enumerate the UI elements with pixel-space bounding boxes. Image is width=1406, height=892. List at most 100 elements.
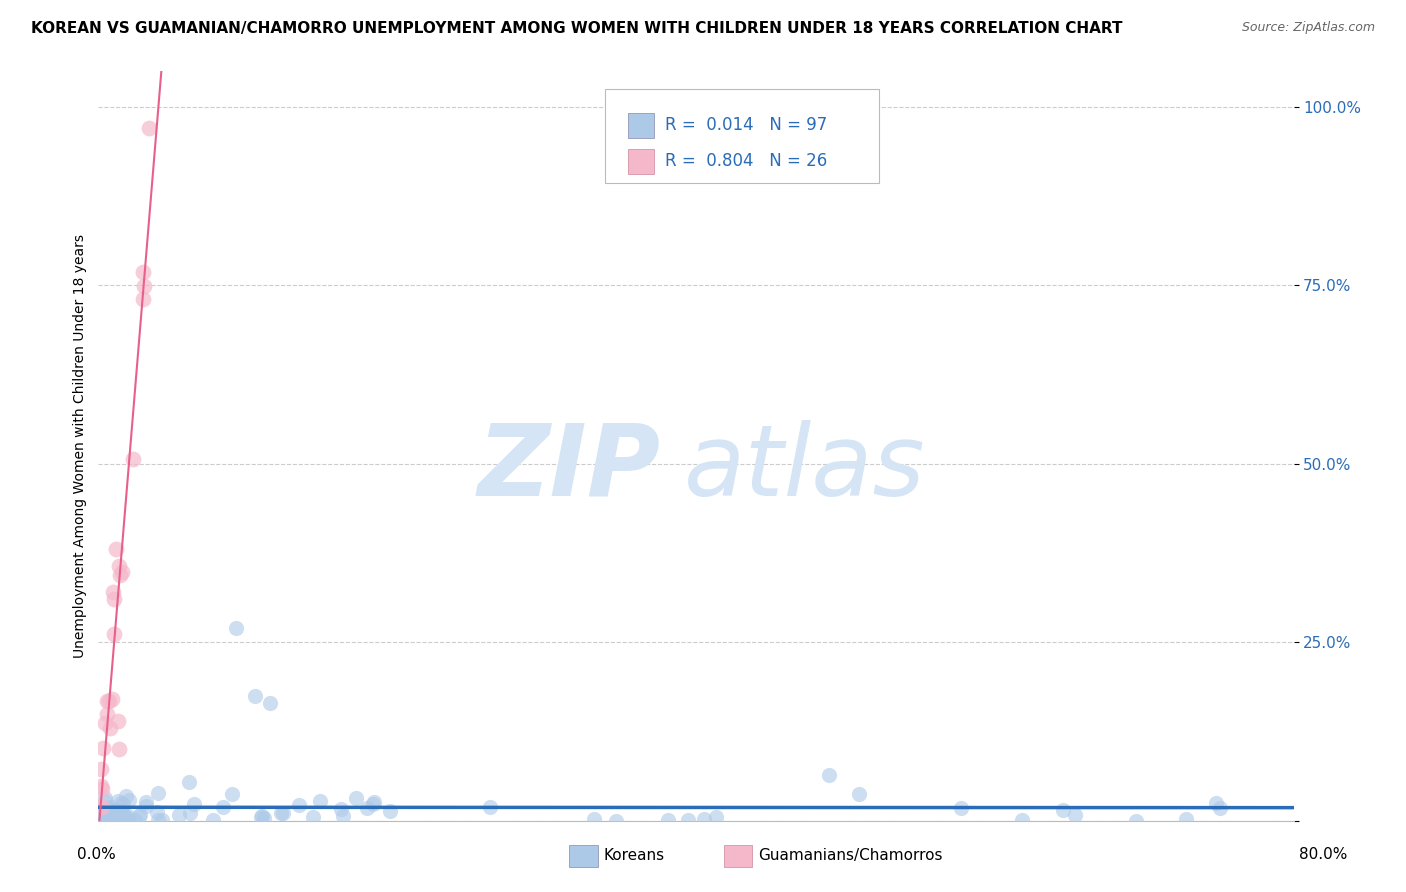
Point <box>250 810 273 824</box>
Point <box>148 813 170 827</box>
Point <box>117 808 139 822</box>
Point <box>98 812 121 826</box>
Point <box>104 803 127 817</box>
Text: R =  0.014   N = 97: R = 0.014 N = 97 <box>665 117 827 135</box>
Point <box>1205 797 1227 811</box>
Point <box>259 696 281 710</box>
Point <box>90 779 112 793</box>
Point <box>108 742 131 756</box>
Point <box>1175 812 1198 826</box>
Point <box>363 795 385 809</box>
Point <box>89 810 111 824</box>
Point <box>107 813 129 827</box>
Point <box>91 811 114 825</box>
Point <box>117 813 139 827</box>
Text: atlas: atlas <box>685 420 925 517</box>
Point <box>124 814 146 828</box>
Point <box>93 810 115 824</box>
Point <box>103 591 125 606</box>
Point <box>94 811 117 825</box>
Point <box>1125 814 1147 828</box>
Point <box>132 265 155 279</box>
Point <box>128 809 150 823</box>
Point <box>98 808 121 822</box>
Point <box>107 804 129 818</box>
Point <box>100 800 122 814</box>
Text: Koreans: Koreans <box>603 848 664 863</box>
Point <box>111 813 134 827</box>
Text: Guamanians/Chamorros: Guamanians/Chamorros <box>758 848 942 863</box>
Point <box>101 806 124 821</box>
Point <box>94 791 117 805</box>
Point <box>91 812 114 826</box>
Point <box>135 798 157 813</box>
Point <box>288 797 311 812</box>
Point <box>150 814 173 828</box>
Text: KOREAN VS GUAMANIAN/CHAMORRO UNEMPLOYMENT AMONG WOMEN WITH CHILDREN UNDER 18 YEA: KOREAN VS GUAMANIAN/CHAMORRO UNEMPLOYMEN… <box>31 21 1122 36</box>
Point <box>107 714 129 728</box>
Point <box>108 558 131 573</box>
Point <box>704 810 727 824</box>
Point <box>90 809 112 823</box>
Point <box>103 585 125 599</box>
Point <box>91 814 114 828</box>
Point <box>692 812 714 826</box>
Point <box>302 810 325 824</box>
Point <box>103 627 125 641</box>
Point <box>271 805 294 820</box>
Point <box>361 797 384 812</box>
Point <box>270 806 292 821</box>
Point <box>582 812 605 826</box>
Point <box>183 797 205 812</box>
Text: R =  0.804   N = 26: R = 0.804 N = 26 <box>665 153 827 170</box>
Point <box>138 121 160 136</box>
Point <box>818 768 841 782</box>
Point <box>104 804 127 818</box>
Point <box>89 811 111 825</box>
Point <box>107 794 129 808</box>
Point <box>101 804 124 818</box>
Point <box>110 567 132 582</box>
Point <box>179 806 201 821</box>
Point <box>145 805 167 819</box>
Point <box>89 806 111 821</box>
Point <box>177 775 200 789</box>
Y-axis label: Unemployment Among Women with Children Under 18 years: Unemployment Among Women with Children U… <box>73 234 87 658</box>
Point <box>132 293 155 307</box>
Point <box>105 542 128 557</box>
Text: Source: ZipAtlas.com: Source: ZipAtlas.com <box>1241 21 1375 34</box>
Point <box>89 803 111 817</box>
Point <box>110 805 132 819</box>
Point <box>111 814 134 828</box>
Point <box>94 794 117 808</box>
Point <box>103 811 125 825</box>
Point <box>98 721 122 735</box>
Point <box>245 689 267 703</box>
Point <box>225 621 247 635</box>
Point <box>114 809 136 823</box>
Point <box>1011 814 1033 828</box>
Text: 0.0%: 0.0% <box>77 847 117 862</box>
Point <box>950 801 973 815</box>
Point <box>104 805 127 820</box>
Point <box>90 762 112 776</box>
Point <box>105 807 128 822</box>
Point <box>91 800 114 814</box>
Point <box>94 716 117 731</box>
Point <box>657 813 679 827</box>
Point <box>97 807 120 822</box>
Point <box>605 814 627 828</box>
Point <box>250 809 273 823</box>
Point <box>167 808 190 822</box>
Point <box>98 812 121 826</box>
Point <box>378 804 401 818</box>
Point <box>211 800 233 814</box>
Point <box>89 799 111 814</box>
Point <box>1063 808 1085 822</box>
Point <box>132 278 155 293</box>
Point <box>112 807 135 822</box>
Point <box>346 790 368 805</box>
Point <box>1052 803 1074 817</box>
Point <box>91 741 114 756</box>
Point <box>97 694 120 708</box>
